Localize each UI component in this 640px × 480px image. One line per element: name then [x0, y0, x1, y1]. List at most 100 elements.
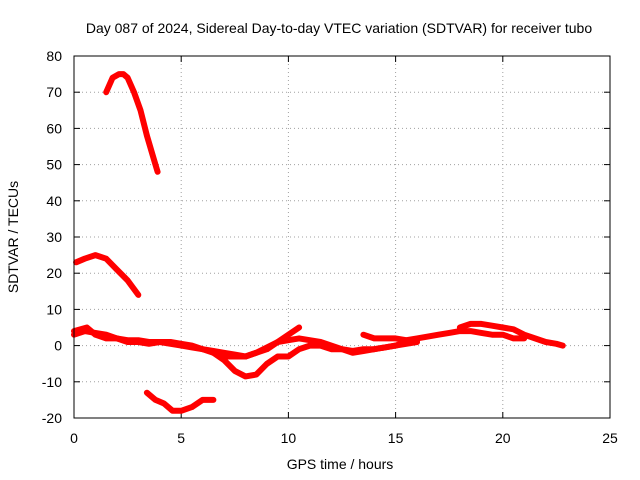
data-point [152, 397, 158, 403]
data-point [468, 321, 474, 327]
data-point [511, 335, 517, 341]
data-point [253, 350, 259, 356]
data-point [553, 341, 559, 347]
data-point [360, 332, 366, 338]
data-point [350, 348, 356, 354]
data-point [84, 325, 90, 330]
x-tick-label: 0 [70, 430, 78, 446]
data-point [414, 335, 420, 341]
data-point [307, 337, 313, 343]
data-point [275, 339, 281, 345]
data-point [125, 339, 131, 345]
series-arc-8 [360, 328, 528, 344]
y-tick-label: 80 [46, 48, 62, 64]
y-tick-label: 40 [46, 193, 62, 209]
data-point [382, 335, 388, 341]
x-tick-label: 25 [602, 430, 618, 446]
tick-labels: 0 5 10 15 20 25 -20 -10 0 10 20 30 40 50 60 70 80 [42, 48, 618, 446]
data-point [243, 373, 249, 379]
data-point [500, 332, 506, 338]
x-tick-label: 20 [495, 430, 511, 446]
data-point [489, 323, 495, 329]
data-point [275, 353, 281, 359]
y-tick-label: 60 [46, 120, 62, 136]
data-point [178, 408, 184, 414]
data-point [264, 361, 270, 367]
data-point [489, 332, 495, 338]
data-point [221, 357, 227, 363]
data-point [167, 341, 173, 347]
data-point [103, 256, 109, 262]
data-point [264, 344, 270, 350]
data-point [150, 154, 156, 160]
y-tick-label: 50 [46, 157, 62, 173]
data-point [500, 325, 506, 330]
data-point [135, 339, 141, 345]
data-point [371, 346, 377, 352]
data-point [103, 89, 109, 95]
data-point [446, 330, 452, 336]
data-point [457, 325, 463, 330]
data-point [511, 326, 517, 332]
data-point [521, 332, 527, 338]
data-point [120, 71, 126, 77]
data-point [382, 344, 388, 350]
data-point [543, 339, 549, 345]
data-point [403, 337, 409, 343]
series-arc-1 [103, 71, 161, 175]
data-point [296, 335, 302, 341]
data-point [144, 390, 150, 396]
data-point [339, 346, 345, 352]
data-point [116, 71, 122, 77]
data-point [371, 335, 377, 341]
grid-lines [74, 56, 610, 418]
data-point [478, 330, 484, 336]
data-point [425, 334, 431, 340]
data-point [137, 107, 143, 113]
y-tick-label: 10 [46, 301, 62, 317]
data-point [144, 133, 150, 139]
data-point [114, 267, 120, 273]
data-point [110, 75, 116, 81]
data-point [210, 350, 216, 356]
data-series [71, 71, 566, 414]
data-point [243, 353, 249, 359]
data-point [155, 169, 161, 175]
data-point [253, 372, 259, 378]
data-point [114, 335, 120, 341]
plot-frame [73, 55, 611, 419]
data-point [318, 339, 324, 345]
x-tick-label: 10 [281, 430, 297, 446]
data-point [285, 332, 291, 338]
data-point [92, 332, 98, 338]
chart-title: Day 087 of 2024, Sidereal Day-to-day VTE… [86, 20, 593, 36]
data-point [285, 337, 291, 343]
data-point [125, 277, 131, 283]
data-point [532, 335, 538, 341]
data-point [307, 343, 313, 349]
data-point [328, 343, 334, 349]
data-point [393, 343, 399, 349]
y-tick-label: 70 [46, 84, 62, 100]
y-tick-label: 30 [46, 229, 62, 245]
data-point [468, 328, 474, 334]
data-point [161, 401, 167, 407]
data-point [221, 350, 227, 356]
data-point [360, 346, 366, 352]
data-point [157, 339, 163, 345]
x-tick-label: 15 [388, 430, 404, 446]
data-point [92, 252, 98, 258]
data-point [178, 343, 184, 349]
data-point [200, 346, 206, 352]
data-point [103, 335, 109, 341]
data-point [210, 397, 216, 403]
data-point [232, 352, 238, 358]
data-point [131, 89, 137, 95]
data-point [393, 335, 399, 341]
data-point [296, 346, 302, 352]
data-point [560, 343, 566, 349]
x-axis-label: GPS time / hours [287, 456, 394, 472]
data-point [189, 344, 195, 350]
data-point [200, 397, 206, 403]
